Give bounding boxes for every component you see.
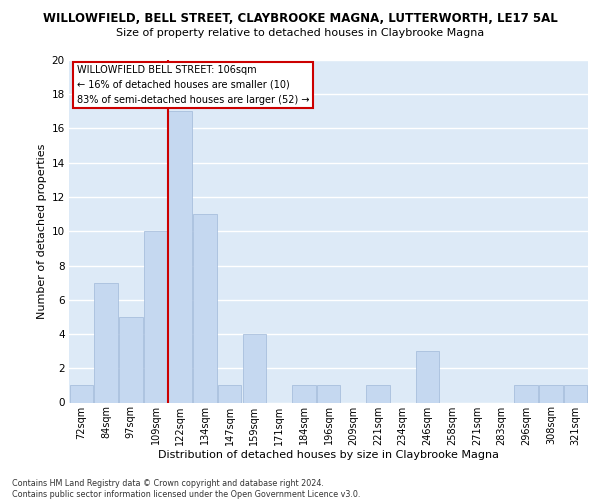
Bar [317, 386, 340, 402]
Bar [366, 386, 389, 402]
Text: Size of property relative to detached houses in Claybrooke Magna: Size of property relative to detached ho… [116, 28, 484, 38]
Bar [564, 386, 587, 402]
Bar [169, 112, 192, 403]
Text: WILLOWFIELD, BELL STREET, CLAYBROOKE MAGNA, LUTTERWORTH, LE17 5AL: WILLOWFIELD, BELL STREET, CLAYBROOKE MAG… [43, 12, 557, 26]
Text: WILLOWFIELD BELL STREET: 106sqm
← 16% of detached houses are smaller (10)
83% of: WILLOWFIELD BELL STREET: 106sqm ← 16% of… [77, 65, 309, 104]
Bar [292, 386, 316, 402]
Bar [416, 351, 439, 403]
Bar [94, 282, 118, 403]
Y-axis label: Number of detached properties: Number of detached properties [37, 144, 47, 319]
Bar [218, 386, 241, 402]
X-axis label: Distribution of detached houses by size in Claybrooke Magna: Distribution of detached houses by size … [158, 450, 499, 460]
Bar [119, 317, 143, 402]
Bar [144, 231, 167, 402]
Bar [242, 334, 266, 402]
Bar [539, 386, 563, 402]
Bar [193, 214, 217, 402]
Text: Contains public sector information licensed under the Open Government Licence v3: Contains public sector information licen… [12, 490, 361, 499]
Bar [514, 386, 538, 402]
Bar [70, 386, 93, 402]
Text: Contains HM Land Registry data © Crown copyright and database right 2024.: Contains HM Land Registry data © Crown c… [12, 479, 324, 488]
